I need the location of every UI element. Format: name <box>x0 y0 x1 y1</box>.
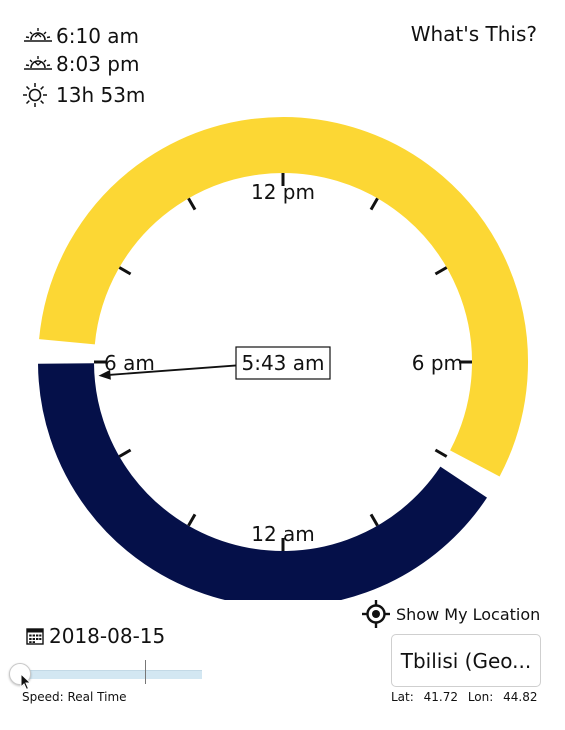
speed-slider-track[interactable] <box>22 670 202 679</box>
show-my-location-button[interactable]: Show My Location <box>362 600 540 628</box>
clock-hand-arrowhead <box>98 369 111 380</box>
location-selector[interactable]: Tbilisi (Geo... <box>391 634 541 687</box>
sunset-row: 8:03 pm <box>22 52 139 76</box>
day-length-row: 13h 53m <box>22 82 145 108</box>
lon-value: 44.82 <box>503 690 538 704</box>
day-length: 13h 53m <box>56 83 146 107</box>
hour-tick <box>187 197 197 211</box>
daylight-arc <box>39 117 528 477</box>
hour-tick <box>369 197 379 211</box>
lon-label: Lon: <box>467 690 494 704</box>
sunrise-time: 6:10 am <box>56 24 140 48</box>
lat-lon-readout: Lat: 41.72 Lon: 44.82 <box>391 690 537 704</box>
current-time-box <box>235 346 331 380</box>
speed-slider-realtime-mark <box>145 660 146 684</box>
hour-tick <box>187 513 197 527</box>
sun-icon <box>23 83 47 107</box>
whats-this-link[interactable]: What's This? <box>410 22 537 46</box>
current-time: 5:43 am <box>241 351 324 375</box>
show-my-location-label: Show My Location <box>396 604 541 624</box>
speed-label: Speed: Real Time <box>22 690 127 704</box>
hour-tick <box>369 513 379 527</box>
night-arc <box>38 363 487 600</box>
calendar-icon <box>26 628 44 645</box>
date-picker[interactable]: 2018-08-15 <box>26 624 165 648</box>
crosshair-icon <box>362 600 390 628</box>
label-12am: 12 am <box>251 522 315 546</box>
lat-label: Lat: <box>391 690 414 704</box>
sunset-time: 8:03 pm <box>56 52 140 76</box>
label-6am: 6 am <box>104 351 155 375</box>
sunrise-icon <box>24 28 52 42</box>
hour-tick <box>118 448 132 458</box>
day-night-clock: 12 pm 12 am 6 am 6 pm 5:43 am <box>38 117 528 600</box>
hour-tick <box>434 448 448 458</box>
mouse-cursor-icon <box>20 673 32 691</box>
sunset-icon <box>24 56 52 70</box>
hour-tick <box>118 266 132 276</box>
lat-value: 41.72 <box>423 690 458 704</box>
label-12pm: 12 pm <box>251 180 315 204</box>
label-6pm: 6 pm <box>412 351 463 375</box>
date-value: 2018-08-15 <box>49 624 166 648</box>
sunrise-row: 6:10 am <box>22 24 139 48</box>
hour-tick <box>434 266 448 276</box>
hour-ticks <box>94 173 472 551</box>
